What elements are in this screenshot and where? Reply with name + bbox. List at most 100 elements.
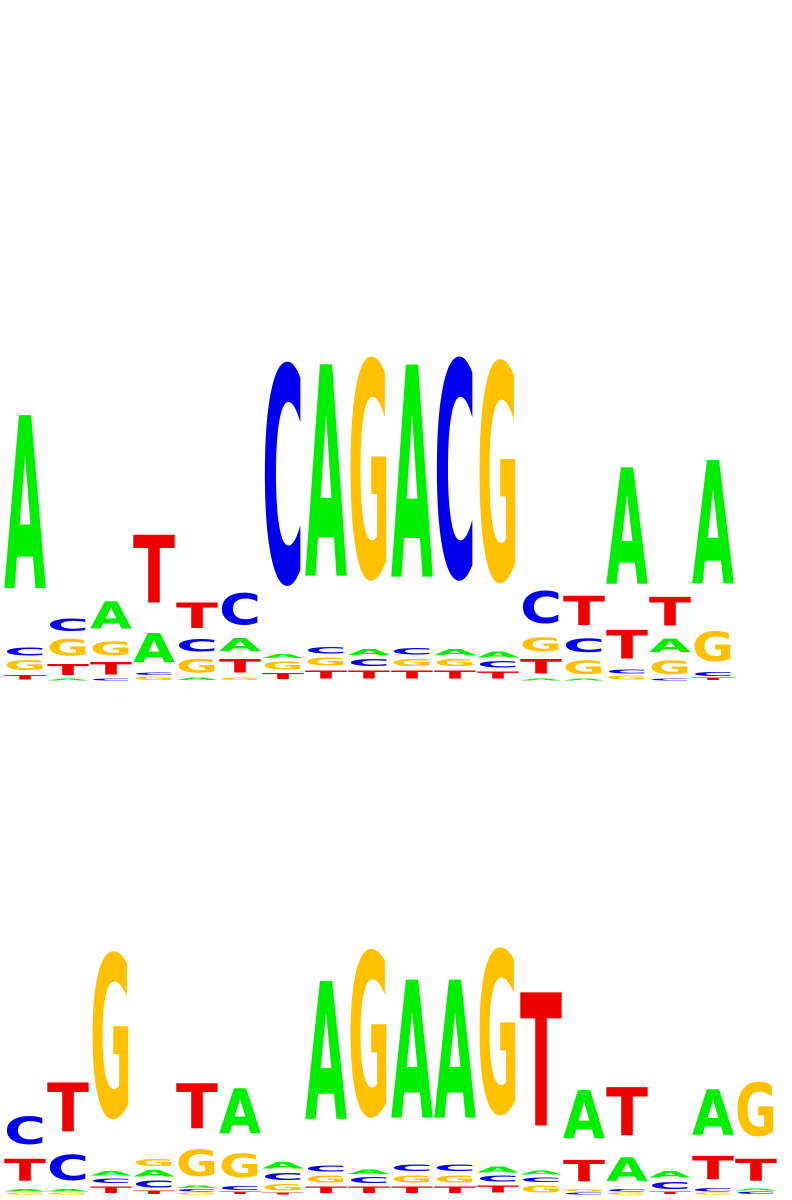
logo-letter-t: T [649, 1191, 691, 1195]
logo-letter-c: C [133, 672, 175, 676]
logo-letter-g: G [520, 634, 562, 656]
logo-letter-a: A [563, 678, 605, 681]
logo-letter-a: A [176, 1185, 218, 1189]
logo-letter-a: A [563, 1078, 605, 1154]
logo-letter-t: T [305, 1185, 347, 1195]
logo-letter-a: A [649, 1170, 691, 1180]
logo-letter-c: C [348, 1176, 390, 1185]
logo-letter-g: G [176, 1192, 218, 1195]
logo-letter-a: A [219, 1076, 261, 1148]
logo-letter-a: A [262, 1161, 304, 1171]
logo-letter-t: T [176, 596, 218, 637]
logo-letter-c: C [47, 1148, 89, 1189]
logo-letter-g: G [262, 659, 304, 672]
logo-letter-a: A [305, 943, 347, 1163]
logo-letter-t: T [606, 623, 648, 669]
logo-letter-g: G [434, 657, 476, 668]
logo-letter-c: C [391, 1163, 433, 1173]
logo-letter-a: A [692, 427, 734, 624]
logo-letter-c: C [90, 1177, 132, 1185]
logo-letter-c: C [477, 1175, 519, 1184]
logo-letter-a: A [434, 648, 476, 657]
logo-letter-c: C [391, 646, 433, 656]
logo-letter-t: T [606, 1076, 649, 1152]
logo-letter-g: G [606, 1192, 648, 1195]
logo-letter-t: T [434, 1185, 476, 1195]
logo-letter-a: A [391, 308, 433, 646]
logo-letter-c: C [176, 636, 218, 655]
logo-letter-c: C [563, 636, 605, 657]
logo-letter-a: A [4, 1189, 46, 1193]
logo-letter-g: G [4, 1192, 46, 1195]
logo-letter-c: C [348, 657, 390, 669]
logo-letter-g: G [563, 657, 605, 679]
logo-letter-g: G [606, 675, 648, 681]
logo-letter-c: C [649, 1180, 691, 1192]
logo-letter-t: T [692, 1151, 735, 1188]
logo-letter-t: T [133, 516, 175, 624]
logo-letter-g: G [477, 306, 519, 650]
logo-letter-a: A [90, 1170, 132, 1178]
logo-column: TCA [649, 1170, 691, 1195]
logo-letter-a: A [348, 1168, 390, 1176]
logo-letter-c: C [47, 616, 89, 635]
logo-letter-t: T [90, 659, 132, 678]
logo-letter-t: T [90, 1185, 132, 1195]
logo-letter-c: C [4, 1110, 46, 1153]
logo-letter-c: C [305, 645, 347, 655]
logo-letter-t: T [477, 670, 519, 681]
logo-letter-g: G [133, 1157, 175, 1168]
logo-letter-t: T [348, 668, 390, 681]
logo-letter-t: T [133, 1190, 175, 1195]
logo-letter-a: A [735, 1189, 777, 1192]
logo-letter-a: A [649, 635, 692, 657]
logo-letter-g: G [735, 1069, 777, 1153]
logo-letter-g: G [4, 658, 46, 673]
logo-letter-a: A [47, 1189, 89, 1193]
logo-letter-t: T [219, 1191, 261, 1195]
logo-letter-t: T [176, 1072, 218, 1143]
logo-letter-a: A [133, 626, 175, 673]
logo-letter-g: G [692, 623, 734, 670]
logo-letter-t: T [391, 1185, 433, 1195]
logo-letter-t: T [520, 957, 562, 1170]
logo-letter-g: G [90, 638, 132, 660]
logo-letter-c: C [692, 1187, 734, 1192]
logo-letter-g: G [348, 909, 390, 1168]
logo-letter-c: C [434, 303, 476, 647]
logo-letter-t: T [563, 1155, 605, 1189]
logo-letter-g: G [219, 677, 261, 681]
logo-letter-a: A [176, 677, 218, 681]
logo-letter-a: A [90, 594, 132, 637]
logo-letter-a: A [692, 1078, 734, 1151]
logo-letter-g: G [649, 657, 691, 679]
logo-letter-c: C [4, 645, 46, 658]
logo-letter-g: G [305, 1173, 347, 1184]
logo-letter-c: C [219, 585, 261, 635]
logo-letter-g: G [47, 635, 89, 661]
logo-letter-c: C [262, 308, 304, 652]
logo-letter-t: T [735, 1154, 777, 1189]
logo-letter-a: A [47, 678, 89, 681]
logo-letter-g: G [477, 907, 519, 1166]
logo-letter-g: G [219, 1148, 261, 1185]
logo-letter-t: T [348, 1185, 390, 1195]
logo-letter-a: A [434, 942, 476, 1162]
